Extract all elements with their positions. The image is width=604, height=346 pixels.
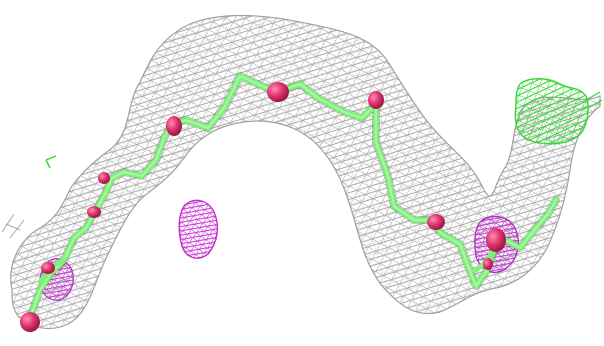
oxygen-atom-spheres: [20, 82, 506, 332]
electron-density-mesh: [1, 14, 601, 329]
positive-difference-mesh: [45, 78, 603, 169]
